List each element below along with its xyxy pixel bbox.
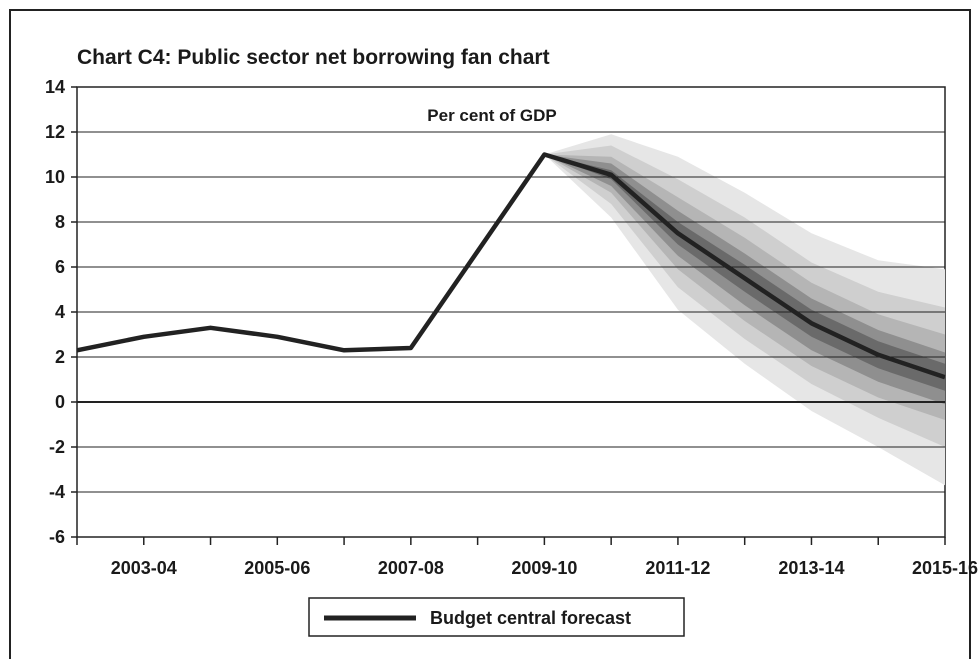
x-tick-label: 2013-14 xyxy=(778,558,844,578)
y-tick-label: -2 xyxy=(49,437,65,457)
y-tick-label: -6 xyxy=(49,527,65,547)
x-tick-label: 2011-12 xyxy=(645,558,710,578)
legend: Budget central forecast xyxy=(308,597,685,637)
x-tick-label: 2007-08 xyxy=(378,558,444,578)
y-tick-label: 0 xyxy=(55,392,65,412)
y-tick-label: 4 xyxy=(55,302,65,322)
gridlines xyxy=(77,131,945,493)
central-forecast-line xyxy=(76,152,946,380)
chart-frame xyxy=(9,9,971,659)
y-unit-label: Per cent of GDP xyxy=(427,106,556,125)
y-tick-label: 8 xyxy=(55,212,65,232)
legend-label: Budget central forecast xyxy=(430,608,631,628)
y-axis-ticks: 14 12 10 8 6 4 2 0 -2 -4 -6 xyxy=(45,77,77,547)
y-tick-label: 2 xyxy=(55,347,65,367)
y-tick-label: 6 xyxy=(55,257,65,277)
x-tick-label: 2009-10 xyxy=(511,558,577,578)
y-tick-label: -4 xyxy=(49,482,65,502)
x-tick-label: 2005-06 xyxy=(244,558,310,578)
y-tick-label: 14 xyxy=(45,77,65,97)
chart-title: Chart C4: Public sector net borrowing fa… xyxy=(77,46,550,69)
fan-band-5 xyxy=(544,154,945,391)
y-tick-label: 10 xyxy=(45,167,65,187)
y-tick-label: 12 xyxy=(45,122,65,142)
x-tick-label: 2015-16 xyxy=(912,558,978,578)
series-line xyxy=(76,152,946,380)
x-tick-label: 2003-04 xyxy=(111,558,177,578)
x-axis-ticks: 2003-04 2005-06 2007-08 2009-10 2011-12 2013-… xyxy=(76,537,978,578)
